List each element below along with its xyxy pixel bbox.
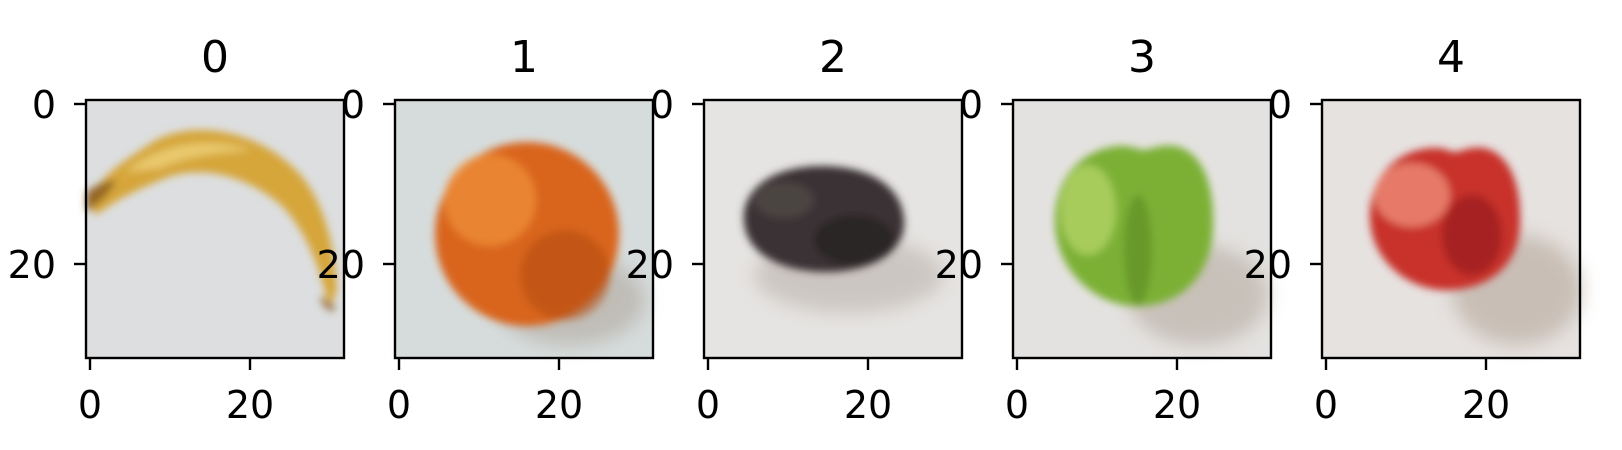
x-axis: 0 20 [696,358,892,427]
y-tick-label: 20 [8,243,56,287]
x-tick-label: 20 [1153,383,1201,427]
y-tick-label: 0 [1268,83,1292,127]
panel-image [1013,100,1271,358]
x-axis: 0 20 [78,358,274,427]
y-tick-label: 20 [935,243,983,287]
panel-title: 3 [1128,32,1156,83]
orange-shape [435,142,619,326]
panel-title: 1 [510,32,538,83]
y-tick-label: 0 [32,83,56,127]
panel-title: 0 [201,32,229,83]
x-tick-label: 0 [696,383,720,427]
avocado-shape [744,166,905,272]
panel-2: 2 0 20 0 20 [626,32,962,427]
panel-image [1322,100,1582,358]
x-tick-label: 0 [387,383,411,427]
panel-4: 4 0 20 0 20 [1244,32,1582,427]
y-tick-label: 0 [959,83,983,127]
x-axis: 0 20 [1314,358,1510,427]
panel-title: 4 [1437,32,1465,83]
panel-1: 1 0 20 0 20 [317,32,653,427]
panel-title: 2 [819,32,847,83]
y-axis: 0 20 [8,83,86,287]
x-tick-label: 0 [1314,383,1338,427]
panel-image [395,100,653,358]
panel-3: 3 0 20 0 20 [935,32,1271,427]
x-tick-label: 20 [1462,383,1510,427]
panel-0: 0 0 20 0 20 [8,32,344,427]
y-tick-label: 0 [650,83,674,127]
x-tick-label: 20 [535,383,583,427]
panel-image [704,100,962,358]
x-tick-label: 0 [1005,383,1029,427]
y-tick-label: 20 [317,243,365,287]
x-tick-label: 20 [844,383,892,427]
x-axis: 0 20 [387,358,583,427]
panel-image [86,100,344,358]
x-axis: 0 20 [1005,358,1201,427]
y-tick-label: 20 [1244,243,1292,287]
x-tick-label: 0 [78,383,102,427]
y-tick-label: 20 [626,243,674,287]
y-tick-label: 0 [341,83,365,127]
x-tick-label: 20 [226,383,274,427]
